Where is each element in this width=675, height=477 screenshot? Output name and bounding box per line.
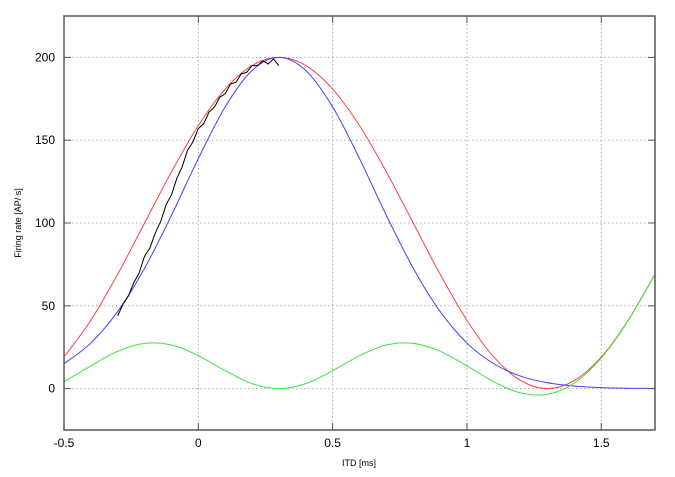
y-tick-label: 200 [35, 50, 55, 64]
x-tick-label: 0.5 [324, 436, 341, 450]
series-green-line [63, 274, 656, 396]
y-tick-label: 50 [42, 299, 56, 313]
ticks: -0.5 0 0.5 1 1.5 0 50 100 150 200 [35, 16, 655, 450]
series-black-data-line [117, 58, 280, 316]
y-tick-label: 100 [35, 216, 55, 230]
series-group [63, 56, 656, 396]
x-tick-label: 1.5 [593, 436, 610, 450]
x-tick-label: 0 [195, 436, 202, 450]
x-axis-label: ITD [ms] [342, 458, 376, 468]
x-tick-label: -0.5 [54, 436, 75, 450]
x-tick-label: 1 [464, 436, 471, 450]
y-tick-label: 150 [35, 133, 55, 147]
grid [64, 16, 655, 430]
y-tick-label: 0 [48, 382, 55, 396]
series-blue-line [63, 56, 656, 389]
series-red-line [63, 56, 656, 390]
y-axis-label: Firing rate [AP/ s] [13, 188, 23, 258]
